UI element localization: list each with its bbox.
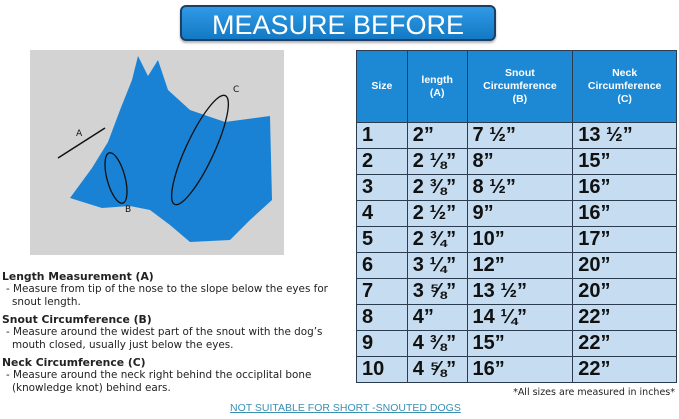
table-cell: 8 ½” (466, 174, 574, 201)
column-header: Neck Circumference (C) (572, 50, 677, 123)
table-cell: 17” (572, 226, 677, 253)
dog-silhouette (70, 56, 272, 242)
table-cell: 2 ½” (406, 200, 468, 227)
table-cell: 2 (356, 148, 408, 175)
table-cell: 16” (572, 174, 677, 201)
table-cell: 2 ¾” (406, 226, 468, 253)
dog-measurement-diagram: A B C (30, 50, 284, 255)
svg-text:A: A (76, 129, 83, 139)
table-row: 8 4” 14 ¼” 22” (356, 304, 677, 331)
instruction-text: - Measure around the neck right behind t… (6, 369, 312, 394)
measurement-instructions: Length Measurement (A) - Measure from ti… (2, 270, 352, 399)
instruction-text: - Measure from tip of the nose to the sl… (6, 283, 328, 308)
footnote: *All sizes are measured in inches* (513, 387, 675, 398)
table-cell: 8 (356, 304, 408, 331)
instruction-heading: Snout Circumference (B) (2, 313, 152, 326)
table-cell: 20” (572, 278, 677, 305)
table-cell: 9” (466, 200, 574, 227)
table-cell: 6 (356, 252, 408, 279)
instruction-text: - Measure around the widest part of the … (6, 326, 323, 351)
table-cell: 7 ½” (466, 122, 574, 149)
table-cell: 4” (406, 304, 468, 331)
table-cell: 12” (466, 252, 574, 279)
table-cell: 3 (356, 174, 408, 201)
table-cell: 9 (356, 330, 408, 357)
table-cell: 8” (466, 148, 574, 175)
table-cell: 3 ¼” (406, 252, 468, 279)
table-cell: 14 ¼” (466, 304, 574, 331)
instruction-heading: Neck Circumference (C) (2, 356, 146, 369)
column-header: Size (356, 50, 408, 123)
table-cell: 4 (356, 200, 408, 227)
table-cell: 5 (356, 226, 408, 253)
table-cell: 3 ⅝” (406, 278, 468, 305)
table-cell: 2 ⅛” (406, 148, 468, 175)
table-cell: 1 (356, 122, 408, 149)
svg-text:B: B (125, 205, 131, 215)
table-row: 1 2” 7 ½” 13 ½” (356, 122, 677, 149)
table-cell: 16” (572, 200, 677, 227)
table-cell: 22” (572, 330, 677, 357)
table-cell: 16” (466, 356, 574, 383)
table-cell: 20” (572, 252, 677, 279)
table-row: 10 4 ⅝” 16” 22” (356, 356, 677, 383)
table-cell: 4 ⅝” (406, 356, 468, 383)
table-cell: 15” (572, 148, 677, 175)
page-title: MEASURE BEFORE BUYING (180, 5, 496, 76)
table-cell: 15” (466, 330, 574, 357)
table-cell: 2” (406, 122, 468, 149)
table-cell: 7 (356, 278, 408, 305)
svg-text:C: C (233, 85, 239, 95)
size-chart-table: Size length (A) Snout Circumference (B) Nec… (356, 50, 677, 383)
table-cell: 2 ⅜” (406, 174, 468, 201)
column-header: Snout Circumference (B) (466, 50, 574, 123)
table-cell: 10” (466, 226, 574, 253)
table-cell: 10 (356, 356, 408, 383)
column-header: length (A) (406, 50, 468, 123)
table-cell: 22” (572, 356, 677, 383)
table-cell: 13 ½” (466, 278, 574, 305)
table-cell: 4 ⅜” (406, 330, 468, 357)
table-cell: 22” (572, 304, 677, 331)
short-snout-warning-link[interactable]: NOT SUITABLE FOR SHORT -SNOUTED DOGS (230, 402, 461, 414)
instruction-heading: Length Measurement (A) (2, 270, 154, 283)
table-cell: 13 ½” (572, 122, 677, 149)
